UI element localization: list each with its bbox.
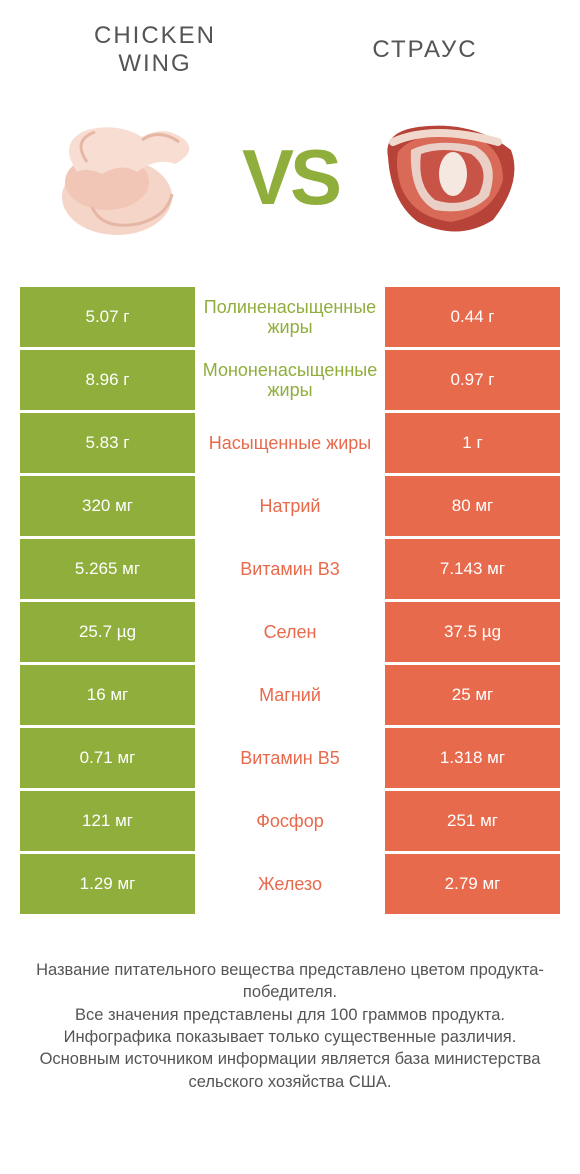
nutrient-name: Селен — [195, 602, 385, 662]
left-product-title: CHICKEN WING — [40, 22, 290, 77]
left-title-line2: WING — [118, 50, 191, 77]
chicken-wing-icon — [30, 102, 234, 252]
nutrient-name: Витамин B5 — [195, 728, 385, 788]
right-value: 1 г — [385, 413, 560, 473]
footer-line-2: Все значения представлены для 100 граммо… — [26, 1004, 554, 1026]
comparison-table: 5.07 гПолиненасыщенные жиры0.44 г8.96 гМ… — [20, 287, 560, 914]
ostrich-meat-icon — [346, 102, 550, 252]
left-value: 5.265 мг — [20, 539, 195, 599]
footer-notes: Название питательного вещества представл… — [0, 917, 580, 1093]
right-value: 37.5 µg — [385, 602, 560, 662]
right-value: 2.79 мг — [385, 854, 560, 914]
right-value: 7.143 мг — [385, 539, 560, 599]
right-value: 0.44 г — [385, 287, 560, 347]
table-row: 5.83 гНасыщенные жиры1 г — [20, 413, 560, 473]
vs-label: VS — [234, 138, 346, 216]
left-value: 0.71 мг — [20, 728, 195, 788]
left-value: 5.83 г — [20, 413, 195, 473]
nutrient-name: Натрий — [195, 476, 385, 536]
left-value: 25.7 µg — [20, 602, 195, 662]
nutrient-name: Мононенасыщенные жиры — [195, 350, 385, 410]
table-row: 5.265 мгВитамин B37.143 мг — [20, 539, 560, 599]
left-value: 320 мг — [20, 476, 195, 536]
nutrient-name: Насыщенные жиры — [195, 413, 385, 473]
right-value: 0.97 г — [385, 350, 560, 410]
nutrient-name: Витамин B3 — [195, 539, 385, 599]
left-value: 16 мг — [20, 665, 195, 725]
table-row: 16 мгМагний25 мг — [20, 665, 560, 725]
left-value: 1.29 мг — [20, 854, 195, 914]
images-row: VS — [0, 87, 580, 287]
left-value: 121 мг — [20, 791, 195, 851]
nutrient-name: Полиненасыщенные жиры — [195, 287, 385, 347]
left-value: 5.07 г — [20, 287, 195, 347]
table-row: 320 мгНатрий80 мг — [20, 476, 560, 536]
table-row: 25.7 µgСелен37.5 µg — [20, 602, 560, 662]
table-row: 5.07 гПолиненасыщенные жиры0.44 г — [20, 287, 560, 347]
table-row: 8.96 гМононенасыщенные жиры0.97 г — [20, 350, 560, 410]
footer-line-3: Инфографика показывает только существенн… — [26, 1026, 554, 1048]
nutrient-name: Магний — [195, 665, 385, 725]
right-product-title: СТРАУС — [290, 22, 540, 64]
header: CHICKEN WING СТРАУС — [0, 0, 580, 87]
right-value: 25 мг — [385, 665, 560, 725]
left-value: 8.96 г — [20, 350, 195, 410]
table-row: 121 мгФосфор251 мг — [20, 791, 560, 851]
left-title-line1: CHICKEN — [94, 22, 216, 49]
table-row: 1.29 мгЖелезо2.79 мг — [20, 854, 560, 914]
nutrient-name: Фосфор — [195, 791, 385, 851]
right-value: 1.318 мг — [385, 728, 560, 788]
right-value: 80 мг — [385, 476, 560, 536]
footer-line-4: Основным источником информации является … — [26, 1048, 554, 1093]
nutrient-name: Железо — [195, 854, 385, 914]
footer-line-1: Название питательного вещества представл… — [26, 959, 554, 1004]
table-row: 0.71 мгВитамин B51.318 мг — [20, 728, 560, 788]
right-value: 251 мг — [385, 791, 560, 851]
